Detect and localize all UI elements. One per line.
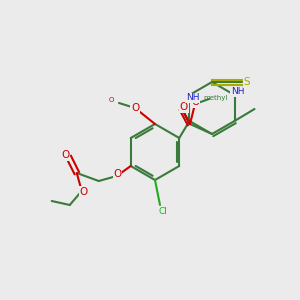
Text: S: S xyxy=(244,77,250,87)
Text: NH: NH xyxy=(186,94,199,103)
Text: O: O xyxy=(114,169,122,179)
Text: O: O xyxy=(191,97,199,107)
Text: O: O xyxy=(80,187,88,197)
Text: O: O xyxy=(131,103,139,113)
Text: O: O xyxy=(108,97,114,103)
Text: Cl: Cl xyxy=(159,206,167,215)
Text: O: O xyxy=(61,150,70,160)
Text: methyl: methyl xyxy=(204,95,228,101)
Text: NH: NH xyxy=(231,88,244,97)
Text: O: O xyxy=(180,102,188,112)
